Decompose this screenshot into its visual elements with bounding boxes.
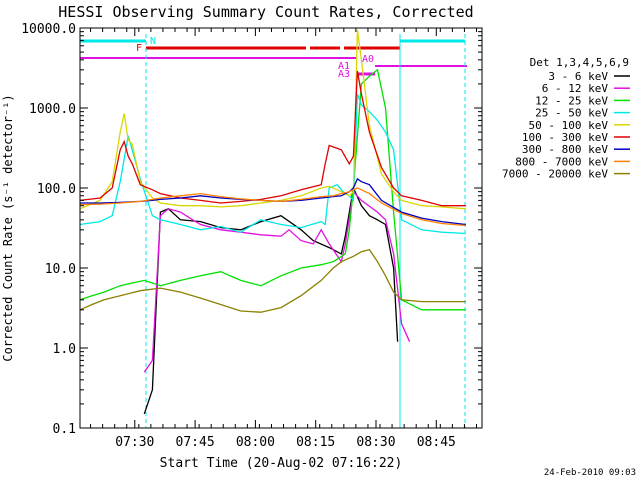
legend-label-2: 12 - 25 keV xyxy=(535,94,608,107)
series-line-2 xyxy=(79,68,466,311)
plot-frame xyxy=(79,27,483,429)
series-line-3 xyxy=(79,93,466,235)
annotation-label-3: A1 xyxy=(338,61,350,72)
series-line-4 xyxy=(79,29,466,210)
y-axis-label: Corrected Count Rate (s⁻¹ detector⁻¹) xyxy=(1,94,15,361)
series-line-1 xyxy=(143,190,411,373)
x-axis-label: Start Time (20-Aug-02 07:16:22) xyxy=(160,456,403,471)
legend-label-5: 100 - 300 keV xyxy=(522,131,608,144)
legend-label-7: 800 - 7000 keV xyxy=(515,155,608,168)
axis-layer: 10000.0 1000.0 100.0 10.0 1.0 0.1 07:30 07:45 08… xyxy=(21,22,482,450)
series-layer xyxy=(79,29,466,415)
legend-label-4: 50 - 100 keV xyxy=(529,119,609,132)
y-tick-label-0: 10000.0 xyxy=(21,22,76,37)
series-line-7 xyxy=(79,187,466,227)
legend-label-1: 6 - 12 keV xyxy=(542,82,609,95)
chart-title: HESSI Observing Summary Count Rates, Cor… xyxy=(58,3,473,21)
series-line-8 xyxy=(79,248,466,313)
x-tick-label-1: 07:45 xyxy=(176,435,215,450)
series-line-5 xyxy=(79,70,466,207)
series-line-0 xyxy=(143,185,399,415)
x-tick-label-4: 08:30 xyxy=(356,435,395,450)
y-tick-label-5: 0.1 xyxy=(53,422,76,437)
y-tick-label-2: 100.0 xyxy=(37,182,76,197)
y-tick-label-4: 1.0 xyxy=(53,342,76,357)
legend-label-8: 7000 - 20000 keV xyxy=(502,168,608,181)
annotation-label-2: A0 xyxy=(362,54,374,65)
x-tick-label-5: 08:45 xyxy=(417,435,456,450)
x-tick-label-0: 07:30 xyxy=(115,435,154,450)
annotation-label-4: A3 xyxy=(338,69,350,80)
x-tick-label-2: 08:00 xyxy=(236,435,275,450)
legend-label-3: 25 - 50 keV xyxy=(535,107,608,120)
legend-title: Det 1,3,4,5,6,9 xyxy=(530,56,629,69)
legend-label-6: 300 - 800 keV xyxy=(522,143,608,156)
y-tick-label-1: 1000.0 xyxy=(29,102,76,117)
date-stamp: 24-Feb-2010 09:03 xyxy=(544,468,636,478)
annotation-label-1: F xyxy=(136,43,142,54)
y-tick-label-3: 10.0 xyxy=(45,262,76,277)
legend-label-0: 3 - 6 keV xyxy=(548,70,608,83)
series-line-6 xyxy=(80,177,466,226)
x-tick-label-3: 08:15 xyxy=(296,435,335,450)
annotation-label-0: N xyxy=(150,36,156,47)
